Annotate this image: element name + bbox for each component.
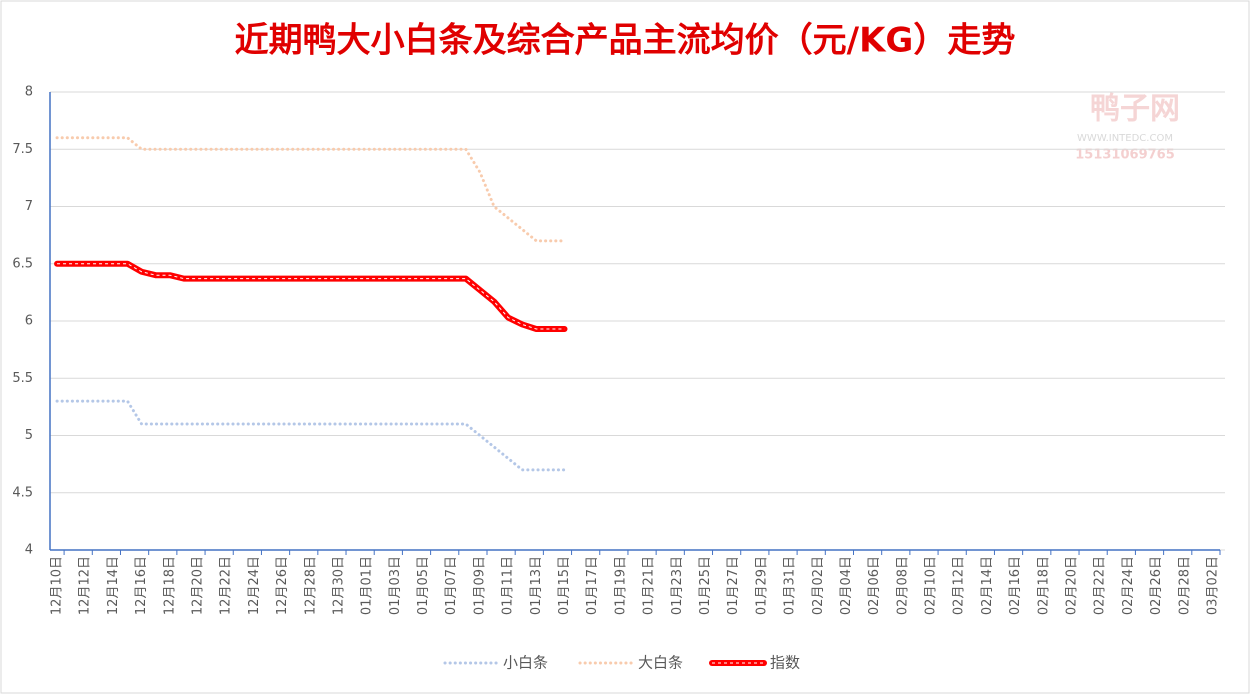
- x-tick-label: 02月26日: [1149, 556, 1164, 615]
- x-tick-label: 12月28日: [303, 556, 318, 615]
- series-line: [55, 136, 567, 243]
- legend-label: 大白条: [638, 654, 683, 672]
- x-tick-label: 01月01日: [360, 556, 375, 615]
- watermark: 15131069765: [1075, 148, 1175, 163]
- x-tick-label: 02月10日: [924, 556, 939, 615]
- x-tick-label: 02月28日: [1177, 556, 1192, 615]
- x-tick-label: 12月26日: [275, 556, 290, 615]
- x-tick-label: 12月24日: [247, 556, 262, 615]
- x-tick-label: 02月18日: [1036, 556, 1051, 615]
- x-tick-label: 03月02日: [1205, 556, 1220, 615]
- x-tick-label: 02月24日: [1121, 556, 1136, 615]
- x-tick-label: 01月05日: [416, 556, 431, 615]
- x-tick-label: 01月27日: [726, 556, 741, 615]
- x-tick-label: 01月21日: [642, 556, 657, 615]
- x-tick-label: 01月25日: [698, 556, 713, 615]
- x-tick-label: 02月20日: [1064, 556, 1079, 615]
- legend-label: 小白条: [503, 654, 548, 672]
- x-tick-label: 01月03日: [388, 556, 403, 615]
- x-tick-label: 01月19日: [613, 556, 628, 615]
- watermark: 鸭子网: [1090, 92, 1180, 127]
- series-line: [55, 399, 567, 472]
- x-tick-label: 01月09日: [472, 556, 487, 615]
- y-tick-label: 4: [25, 543, 33, 558]
- x-tick-label: 02月16日: [1008, 556, 1023, 615]
- watermark: WWW.INTEDC.COM: [1077, 133, 1173, 144]
- x-tick-label: 12月18日: [162, 556, 177, 615]
- legend-label: 指数: [770, 654, 800, 672]
- x-tick-label: 01月11日: [501, 556, 516, 615]
- x-tick-label: 02月04日: [839, 556, 854, 615]
- y-tick-label: 7.5: [12, 142, 33, 157]
- x-tick-label: 02月08日: [895, 556, 910, 615]
- y-tick-label: 5.5: [12, 371, 33, 386]
- x-tick-label: 02月06日: [867, 556, 882, 615]
- x-tick-label: 01月17日: [585, 556, 600, 615]
- x-tick-label: 01月07日: [444, 556, 459, 615]
- x-tick-label: 02月12日: [952, 556, 967, 615]
- x-tick-label: 01月31日: [783, 556, 798, 615]
- x-tick-label: 12月30日: [331, 556, 346, 615]
- x-tick-label: 12月20日: [191, 556, 206, 615]
- x-tick-label: 02月02日: [811, 556, 826, 615]
- x-tick-label: 02月14日: [980, 556, 995, 615]
- y-tick-label: 6: [25, 314, 33, 329]
- y-tick-label: 6.5: [12, 256, 33, 271]
- x-tick-label: 01月29日: [754, 556, 769, 615]
- y-tick-label: 8: [25, 85, 33, 100]
- x-tick-label: 01月15日: [557, 556, 572, 615]
- y-tick-label: 7: [25, 199, 33, 214]
- x-tick-label: 12月10日: [50, 556, 65, 615]
- x-tick-label: 12月12日: [78, 556, 93, 615]
- x-tick-label: 01月23日: [670, 556, 685, 615]
- x-tick-label: 01月13日: [529, 556, 544, 615]
- y-tick-label: 4.5: [12, 485, 33, 500]
- series-line-inner: [57, 263, 565, 330]
- x-tick-label: 12月22日: [219, 556, 234, 615]
- chart-title: 近期鸭大小白条及综合产品主流均价（元/KG）走势: [235, 21, 1016, 61]
- x-tick-label: 12月14日: [106, 556, 121, 615]
- x-tick-label: 12月16日: [134, 556, 149, 615]
- y-tick-label: 5: [25, 428, 33, 443]
- x-tick-label: 02月22日: [1093, 556, 1108, 615]
